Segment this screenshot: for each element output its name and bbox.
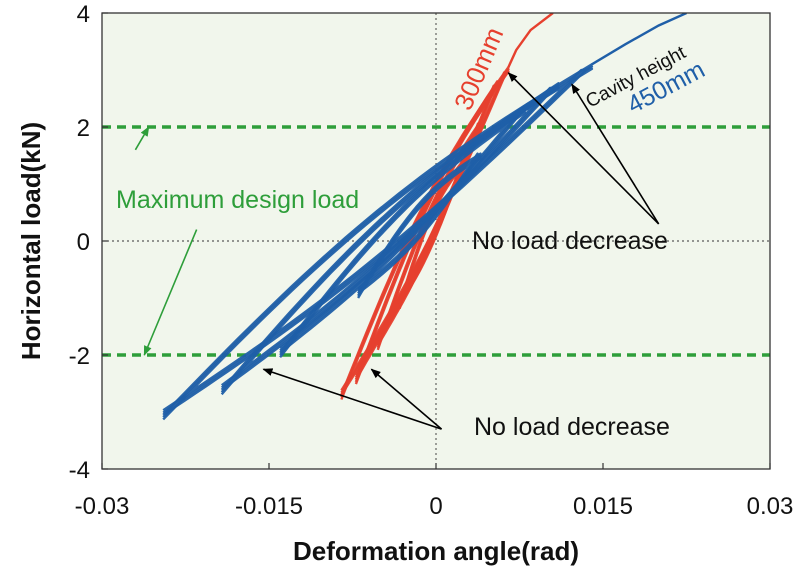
label-no-load-decrease-upper: No load decrease bbox=[472, 227, 668, 255]
design-load-arrow bbox=[134, 126, 150, 151]
hysteresis-loop bbox=[340, 70, 510, 400]
failure-branch bbox=[507, 13, 554, 68]
y-tick-label: 2 bbox=[77, 115, 90, 142]
label-no-load-decrease-lower: No load decrease bbox=[474, 413, 670, 441]
x-tick-label: 0.015 bbox=[573, 493, 633, 520]
series-450mm bbox=[162, 13, 687, 421]
x-tick-label: -0.03 bbox=[75, 493, 130, 520]
x-axis-title: Deformation angle(rad) bbox=[293, 536, 579, 566]
design-load-arrow bbox=[143, 229, 198, 356]
no-load-decrease-arrow bbox=[571, 83, 660, 225]
y-tick-label: 0 bbox=[77, 229, 90, 256]
x-tick-label: 0 bbox=[429, 493, 442, 520]
no-load-decrease-arrow bbox=[370, 368, 443, 430]
y-tick-label: -4 bbox=[69, 457, 90, 484]
hysteresis-loop bbox=[162, 67, 594, 421]
hysteresis-loop bbox=[357, 152, 482, 295]
no-load-decrease-arrow bbox=[507, 72, 660, 225]
x-tick-label: 0.03 bbox=[747, 493, 794, 520]
y-tick-label: 4 bbox=[77, 1, 90, 28]
label-maximum-design-load: Maximum design load bbox=[116, 186, 359, 214]
hysteresis-loop bbox=[162, 65, 594, 418]
y-axis-title: Horizontal load(kN) bbox=[16, 122, 46, 360]
failure-branch bbox=[591, 13, 687, 66]
y-tick-label: -2 bbox=[69, 343, 90, 370]
no-load-decrease-arrow bbox=[262, 368, 442, 430]
x-tick-label: -0.015 bbox=[235, 493, 303, 520]
series-300mm bbox=[340, 13, 554, 400]
